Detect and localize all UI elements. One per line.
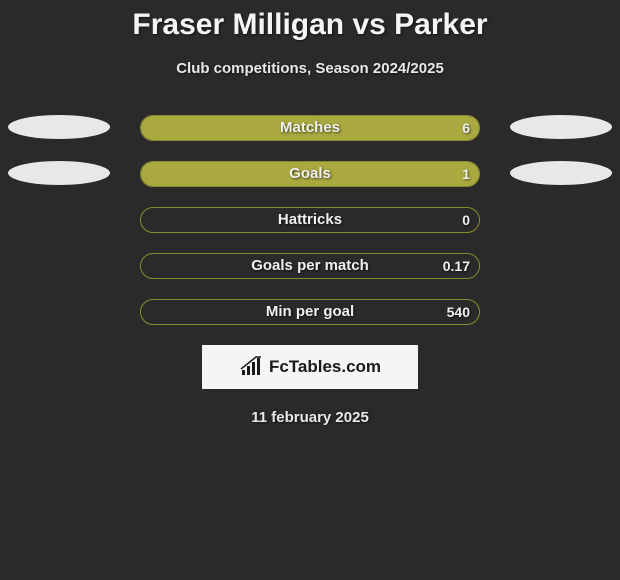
date-line: 11 february 2025 (0, 409, 620, 426)
bar-fill (141, 162, 479, 186)
ellipse-icon (510, 161, 612, 185)
stat-row-min-per-goal: Min per goal 540 (0, 299, 620, 325)
logo-text: FcTables.com (269, 357, 381, 377)
stat-row-matches: Matches 6 (0, 115, 620, 141)
bar-track (140, 115, 480, 141)
stats-rows: Matches 6 Goals 1 Hattricks 0 (0, 115, 620, 325)
bar-track (140, 207, 480, 233)
ellipse-icon (510, 115, 612, 139)
logo-box: FcTables.com (202, 345, 418, 389)
chart-icon (239, 356, 265, 378)
comparison-card: Fraser Milligan vs Parker Club competiti… (0, 0, 620, 580)
bar-track (140, 161, 480, 187)
page-title: Fraser Milligan vs Parker (0, 0, 620, 42)
bar-track (140, 299, 480, 325)
ellipse-icon (8, 161, 110, 185)
stat-row-goals-per-match: Goals per match 0.17 (0, 253, 620, 279)
stat-row-goals: Goals 1 (0, 161, 620, 187)
bar-track (140, 253, 480, 279)
stat-row-hattricks: Hattricks 0 (0, 207, 620, 233)
ellipse-icon (8, 115, 110, 139)
subtitle: Club competitions, Season 2024/2025 (0, 60, 620, 77)
bar-fill (141, 116, 479, 140)
